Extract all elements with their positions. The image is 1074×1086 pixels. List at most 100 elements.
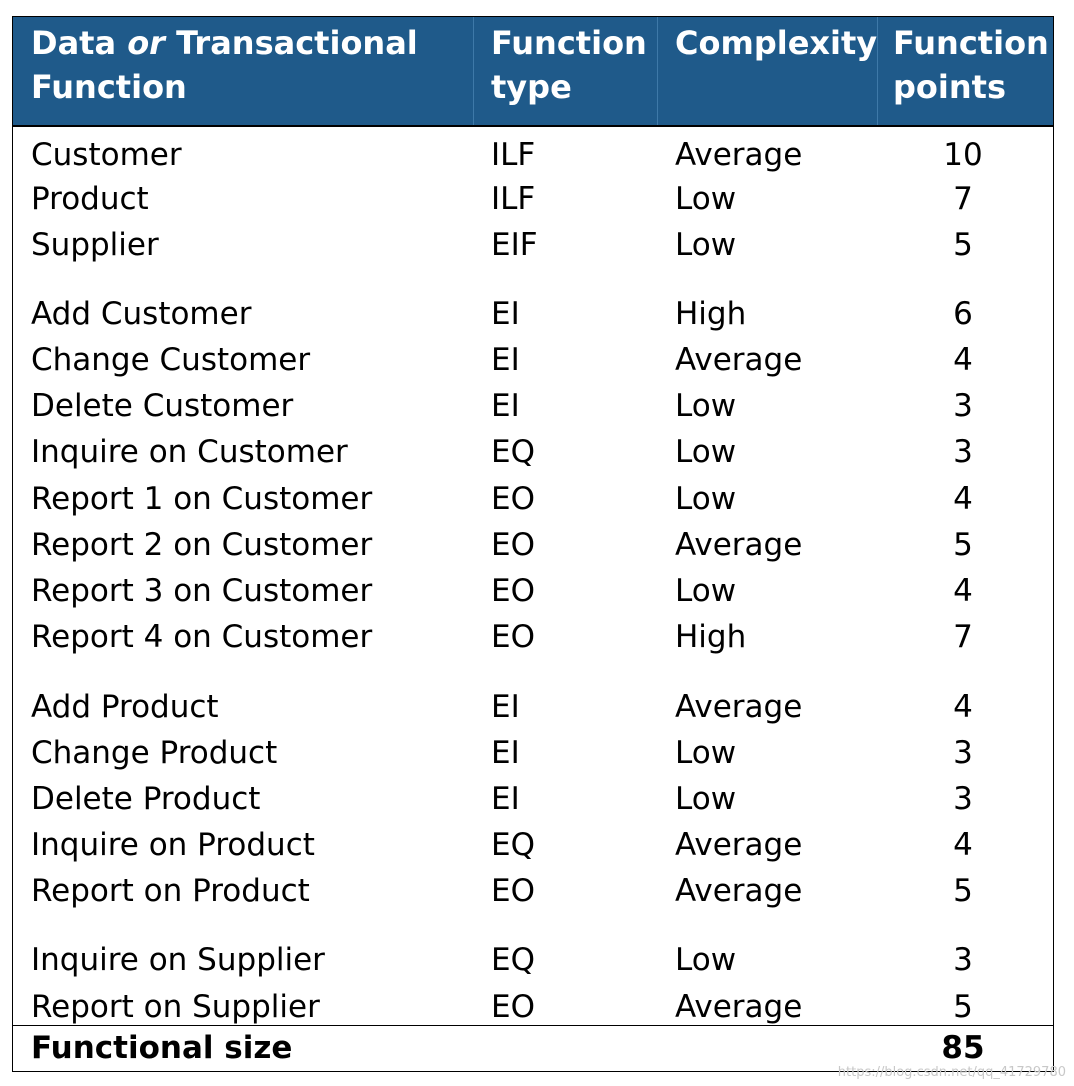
function-name-cell: Supplier <box>31 227 159 263</box>
function-points-cell: 7 <box>953 619 973 655</box>
function-name-cell: Change Customer <box>31 342 311 378</box>
function-points-cell: 3 <box>953 942 973 978</box>
complexity-cell: Average <box>675 873 803 909</box>
table-row: Report 3 on Customer EO Low 4 <box>13 569 1053 613</box>
complexity-cell: Low <box>675 481 737 517</box>
function-type-cell: EO <box>491 989 535 1025</box>
header-complexity: Complexity <box>675 24 878 62</box>
functional-size-label: Functional size <box>31 1030 293 1066</box>
function-points-cell: 3 <box>953 735 973 771</box>
complexity-cell: Average <box>675 137 803 173</box>
functional-size-total: 85 <box>941 1030 985 1066</box>
function-name-cell: Inquire on Product <box>31 827 315 863</box>
header-data-or-transactional-function: Data or Transactional Function <box>31 24 418 106</box>
function-type-cell: EQ <box>491 942 535 978</box>
function-name-cell: Change Product <box>31 735 278 771</box>
function-type-cell: EI <box>491 388 520 424</box>
complexity-cell: Average <box>675 827 803 863</box>
complexity-cell: Average <box>675 989 803 1025</box>
function-points-cell: 6 <box>953 296 973 332</box>
table-row: Inquire on Customer EQ Low 3 <box>13 430 1053 474</box>
function-name-cell: Delete Customer <box>31 388 294 424</box>
watermark: https://blog.csdn.net/qq_41729780 <box>837 1065 1066 1080</box>
function-points-cell: 4 <box>953 481 973 517</box>
function-name-cell: Add Product <box>31 689 219 725</box>
function-points-cell: 5 <box>953 989 973 1025</box>
function-points-cell: 5 <box>953 227 973 263</box>
function-name-cell: Report 1 on Customer <box>31 481 373 517</box>
function-points-cell: 10 <box>943 137 983 173</box>
function-type-cell: EI <box>491 296 520 332</box>
complexity-cell: Low <box>675 388 737 424</box>
complexity-cell: Low <box>675 781 737 817</box>
header-function-points: Function points <box>893 24 1049 106</box>
function-name-cell: Report 3 on Customer <box>31 573 373 609</box>
table-row: Customer ILF Average 10 <box>13 133 1053 177</box>
function-type-cell: EO <box>491 481 535 517</box>
function-type-cell: EI <box>491 689 520 725</box>
complexity-cell: Low <box>675 735 737 771</box>
table-row: Delete Customer EI Low 3 <box>13 384 1053 428</box>
table-row: Change Product EI Low 3 <box>13 731 1053 775</box>
complexity-cell: Low <box>675 181 737 217</box>
complexity-cell: High <box>675 619 747 655</box>
function-type-cell: EQ <box>491 827 535 863</box>
function-type-cell: ILF <box>491 137 536 173</box>
function-type-cell: EO <box>491 573 535 609</box>
function-name-cell: Report on Supplier <box>31 989 320 1025</box>
complexity-cell: High <box>675 296 747 332</box>
function-points-cell: 4 <box>953 573 973 609</box>
function-type-cell: ILF <box>491 181 536 217</box>
complexity-cell: Average <box>675 527 803 563</box>
function-type-cell: EI <box>491 735 520 771</box>
function-name-cell: Delete Product <box>31 781 261 817</box>
function-points-cell: 4 <box>953 689 973 725</box>
function-points-cell: 4 <box>953 342 973 378</box>
table-row: Report on Product EO Average 5 <box>13 869 1053 913</box>
table-row: Change Customer EI Average 4 <box>13 338 1053 382</box>
header-divider <box>657 17 658 125</box>
complexity-cell: Low <box>675 942 737 978</box>
complexity-cell: Average <box>675 689 803 725</box>
table-row: Inquire on Supplier EQ Low 3 <box>13 938 1053 982</box>
table-row: Product ILF Low 7 <box>13 177 1053 221</box>
table-row: Inquire on Product EQ Average 4 <box>13 823 1053 867</box>
function-points-table: Data or Transactional Function Function … <box>12 16 1054 1072</box>
header-divider <box>877 17 878 125</box>
complexity-cell: Average <box>675 342 803 378</box>
header-divider <box>473 17 474 125</box>
function-type-cell: EO <box>491 619 535 655</box>
function-points-cell: 5 <box>953 527 973 563</box>
table-footer: Functional size 85 <box>13 1025 1053 1071</box>
function-name-cell: Inquire on Supplier <box>31 942 325 978</box>
function-points-cell: 3 <box>953 781 973 817</box>
complexity-cell: Low <box>675 573 737 609</box>
function-name-cell: Report 2 on Customer <box>31 527 373 563</box>
function-name-cell: Product <box>31 181 149 217</box>
table-row: Delete Product EI Low 3 <box>13 777 1053 821</box>
function-type-cell: EQ <box>491 434 535 470</box>
table-row: Report 2 on Customer EO Average 5 <box>13 523 1053 567</box>
function-points-cell: 5 <box>953 873 973 909</box>
function-points-cell: 4 <box>953 827 973 863</box>
table-header: Data or Transactional Function Function … <box>13 17 1053 127</box>
header-function-type: Function type <box>491 24 647 106</box>
function-type-cell: EIF <box>491 227 538 263</box>
function-name-cell: Add Customer <box>31 296 252 332</box>
table-row: Add Product EI Average 4 <box>13 685 1053 729</box>
function-type-cell: EI <box>491 781 520 817</box>
function-name-cell: Customer <box>31 137 182 173</box>
function-points-cell: 3 <box>953 434 973 470</box>
table-row: Report 4 on Customer EO High 7 <box>13 615 1053 659</box>
table-row: Supplier EIF Low 5 <box>13 223 1053 267</box>
complexity-cell: Low <box>675 227 737 263</box>
function-type-cell: EO <box>491 527 535 563</box>
function-name-cell: Report 4 on Customer <box>31 619 373 655</box>
function-type-cell: EO <box>491 873 535 909</box>
function-type-cell: EI <box>491 342 520 378</box>
function-name-cell: Inquire on Customer <box>31 434 348 470</box>
complexity-cell: Low <box>675 434 737 470</box>
table-row: Report on Supplier EO Average 5 <box>13 985 1053 1029</box>
table-row: Report 1 on Customer EO Low 4 <box>13 477 1053 521</box>
function-points-cell: 3 <box>953 388 973 424</box>
